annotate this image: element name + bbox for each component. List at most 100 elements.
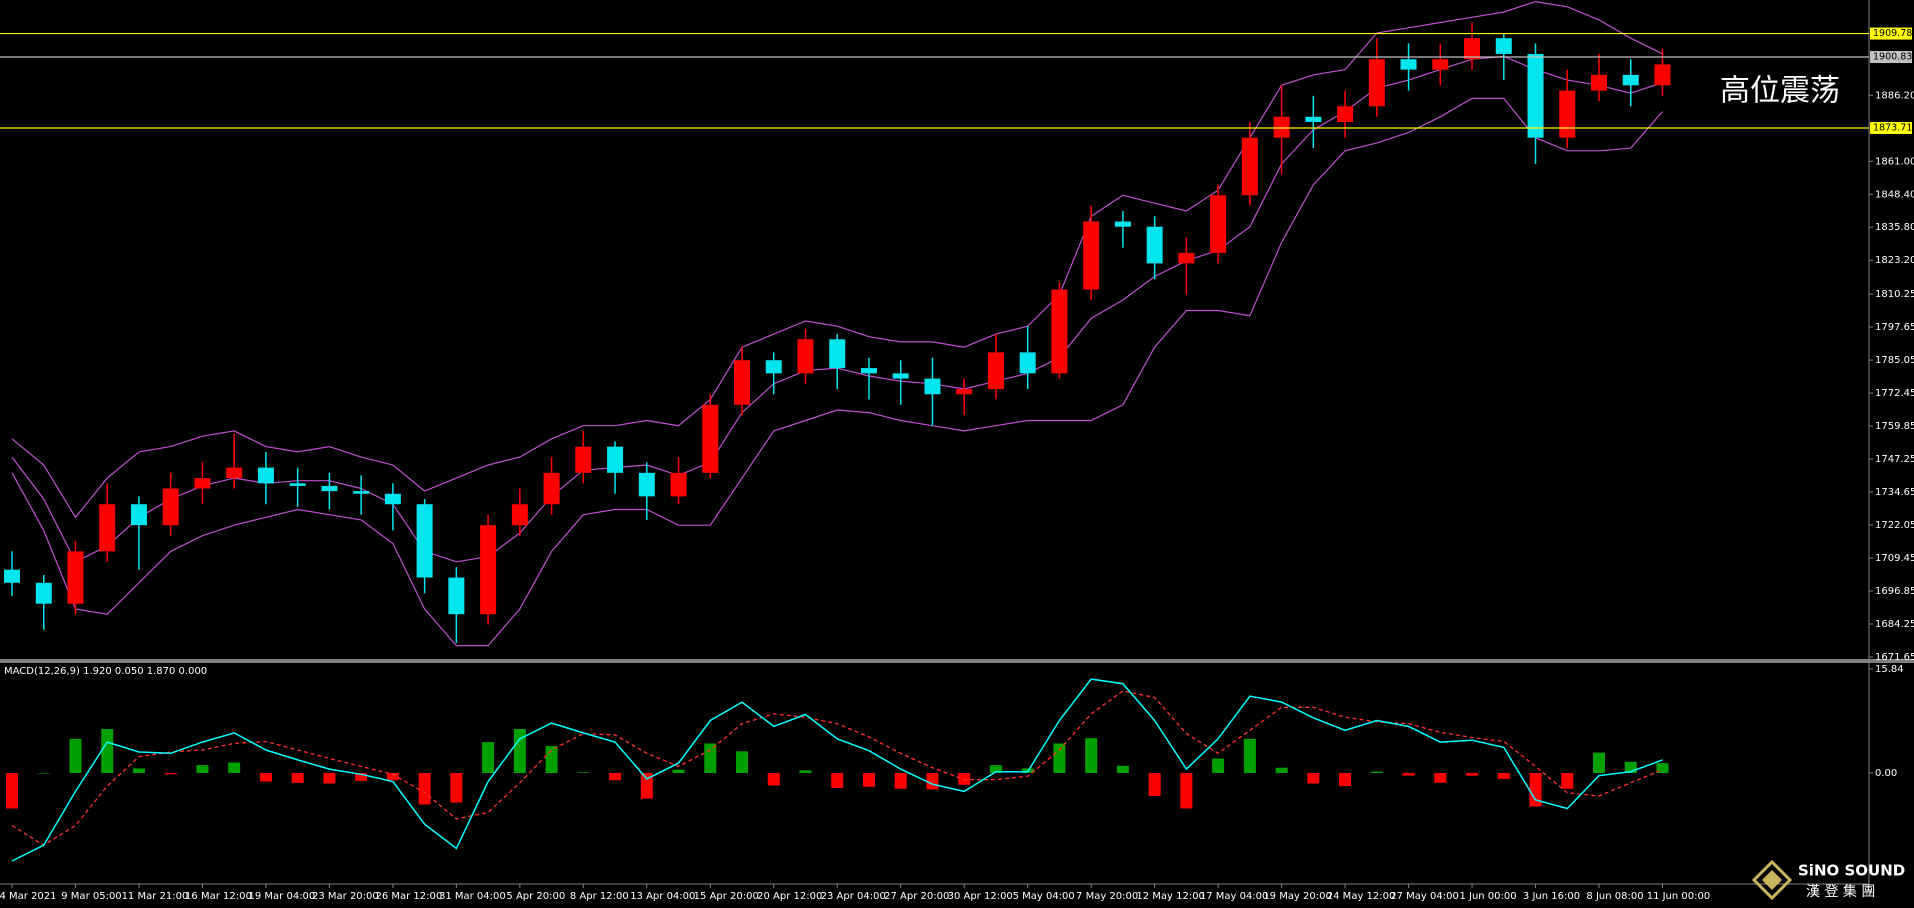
histogram-bar xyxy=(1529,772,1542,807)
candle-body xyxy=(924,378,941,395)
x-tick-label: 13 Apr 04:00 xyxy=(630,891,695,902)
histogram-bar xyxy=(831,772,844,789)
y-tick-label: 1709.45 xyxy=(1875,553,1914,564)
logo-text: SiNO SOUND xyxy=(1798,862,1905,880)
x-tick-label: 24 May 12:00 xyxy=(1327,891,1396,902)
candle-body xyxy=(1178,252,1195,264)
histogram-bar xyxy=(1275,767,1288,773)
x-tick-label: 27 Apr 20:00 xyxy=(884,891,949,902)
x-tick-label: 23 Apr 04:00 xyxy=(821,891,886,902)
candle-body xyxy=(416,504,433,578)
candle-body xyxy=(956,389,973,395)
bollinger-lower xyxy=(11,97,1663,647)
candle-body xyxy=(194,478,211,489)
y-tick-label: 1684.25 xyxy=(1875,619,1914,630)
y-tick-label: 1696.85 xyxy=(1875,586,1914,597)
candle-body xyxy=(384,493,401,505)
candle-body xyxy=(1654,64,1671,86)
histogram-bar xyxy=(101,728,114,773)
histogram-bar xyxy=(1593,752,1605,773)
histogram-bar xyxy=(37,772,50,774)
logo-subtext: 漢 登 集 團 xyxy=(1806,883,1875,900)
histogram-bar xyxy=(1466,772,1479,776)
histogram-bar xyxy=(862,772,875,787)
candle-body xyxy=(226,467,243,479)
histogram-bar xyxy=(989,765,1002,773)
histogram-bar xyxy=(1624,761,1637,773)
candle-body xyxy=(448,577,465,615)
histogram-bar xyxy=(355,772,368,781)
candle-body xyxy=(702,404,719,473)
x-tick-label: 11 Mar 21:00 xyxy=(122,891,189,902)
y-tick-label: 1722.05 xyxy=(1875,520,1914,531)
y-tick-label: 1835.80 xyxy=(1875,222,1914,233)
x-tick-label: 30 Apr 12:00 xyxy=(948,891,1013,902)
logo: SiNO SOUND 漢 登 集 團 xyxy=(1751,859,1905,901)
y-tick-label: 1772.45 xyxy=(1875,388,1914,399)
x-tick-label: 23 Mar 20:00 xyxy=(312,891,379,902)
macd-label: MACD(12,26,9) 1.920 0.050 1.870 0.000 xyxy=(4,666,207,677)
candle-body xyxy=(1051,289,1068,374)
y-tick-label: 1785.05 xyxy=(1875,355,1914,366)
candle-body xyxy=(321,485,338,492)
histogram-bar xyxy=(259,772,272,782)
x-tick-label: 1 Jun 00:00 xyxy=(1459,891,1516,902)
candle-body xyxy=(1146,226,1163,264)
candle-body xyxy=(1210,195,1227,253)
candle-body xyxy=(257,467,274,484)
x-tick-label: 5 May 04:00 xyxy=(1013,891,1075,902)
histogram-bar xyxy=(894,772,907,789)
histogram-bar xyxy=(418,772,431,805)
x-tick-label: 27 May 04:00 xyxy=(1390,891,1459,902)
candle-body xyxy=(575,446,592,473)
histogram-bar xyxy=(1434,772,1447,783)
x-tick-label: 4 Mar 2021 xyxy=(0,891,57,902)
logo-mark xyxy=(1762,870,1782,890)
y-tick-label: 1797.65 xyxy=(1875,322,1914,333)
x-tick-label: 5 Apr 20:00 xyxy=(506,891,565,902)
histogram-bar xyxy=(958,772,971,785)
candle-body xyxy=(1527,53,1544,138)
y-tick-label: 1848.40 xyxy=(1875,189,1914,200)
candle-body xyxy=(1591,74,1607,91)
histogram-bar xyxy=(577,772,590,773)
macd-line xyxy=(11,678,1663,862)
candle-body xyxy=(35,582,52,604)
price-level-box xyxy=(1870,121,1912,134)
candle-body xyxy=(1464,38,1481,60)
histogram-bar xyxy=(1116,765,1129,773)
y-tick-label: 1823.20 xyxy=(1875,255,1914,266)
y-tick-label: 1886.20 xyxy=(1875,90,1914,101)
y-tick-label: 1861.00 xyxy=(1875,156,1914,167)
price-level-label: 1909.78 xyxy=(1873,28,1912,39)
candle-body xyxy=(4,569,20,583)
price-level-box xyxy=(1870,27,1912,40)
x-tick-label: 11 Jun 00:00 xyxy=(1647,891,1711,902)
histogram-bar xyxy=(1656,763,1669,773)
candle-body xyxy=(480,525,497,615)
candle-body xyxy=(1559,90,1576,138)
histogram-bar xyxy=(799,770,812,773)
histogram-bar xyxy=(69,738,82,773)
candle-body xyxy=(1337,106,1354,123)
candle-body xyxy=(130,504,147,526)
histogram-bar xyxy=(545,746,558,773)
x-tick-label: 12 May 12:00 xyxy=(1136,891,1205,902)
x-tick-label: 17 May 04:00 xyxy=(1200,891,1269,902)
candle-body xyxy=(1305,116,1322,123)
candle-body xyxy=(638,472,655,497)
candle-body xyxy=(1241,137,1258,196)
candle-body xyxy=(1019,352,1036,374)
x-tick-label: 19 May 20:00 xyxy=(1263,891,1332,902)
histogram-bar xyxy=(1307,772,1320,784)
histogram-bar xyxy=(672,769,685,773)
histogram-bar xyxy=(1053,743,1066,773)
x-tick-label: 31 Mar 04:00 xyxy=(439,891,506,902)
x-tick-label: 20 Apr 12:00 xyxy=(757,891,822,902)
y-tick-label: 0.00 xyxy=(1875,768,1897,779)
candle-body xyxy=(1432,59,1449,70)
candle-body xyxy=(1368,59,1385,107)
candle-body xyxy=(1400,59,1417,70)
